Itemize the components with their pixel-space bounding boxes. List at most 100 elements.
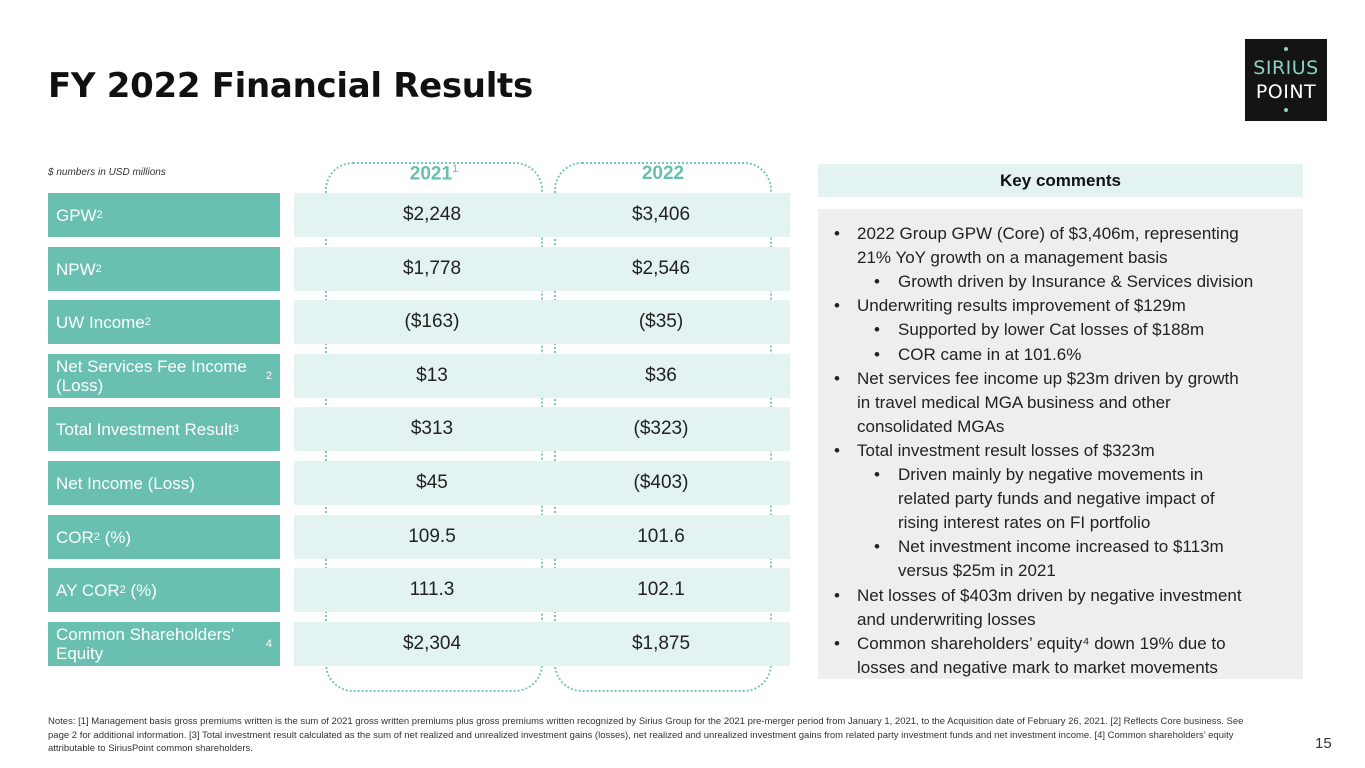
row-label-suffix: (%) xyxy=(125,580,157,600)
row-label: Total Investment Result 3 xyxy=(48,407,280,451)
value-2021: ($163) xyxy=(404,311,460,332)
row-band xyxy=(294,515,790,559)
row-label-text: NPW xyxy=(56,259,96,279)
column-header-2021-footnote: 1 xyxy=(452,163,459,175)
value-2021: $313 xyxy=(410,418,454,439)
row-band xyxy=(294,300,790,344)
value-2021: $2,248 xyxy=(402,204,462,225)
row-label-suffix: (%) xyxy=(99,527,132,547)
row-label-text: Net Income (Loss) xyxy=(56,473,195,493)
row-label-text: COR xyxy=(56,527,94,547)
value-2021: $45 xyxy=(416,472,448,493)
row-label-text: Net Services Fee Income (Loss) xyxy=(56,357,247,395)
value-2022: $36 xyxy=(645,365,677,386)
bullet-marker: • xyxy=(834,586,840,605)
key-comment-line: Net investment income increased to $113m xyxy=(898,537,1224,556)
key-comment-line: and underwriting losses xyxy=(857,610,1036,629)
row-label-footnote: 2 xyxy=(144,315,151,328)
key-comment-line: related party funds and negative impact … xyxy=(898,489,1215,508)
key-comments-panel xyxy=(818,209,1303,679)
key-comment-line: Common shareholders’ equity⁴ down 19% du… xyxy=(857,634,1226,653)
row-label: Net Income (Loss) xyxy=(48,461,280,505)
key-comment-line: Net services fee income up $23m driven b… xyxy=(857,369,1239,388)
key-comment-line: Net losses of $403m driven by negative i… xyxy=(857,586,1242,605)
row-label: NPW 2 xyxy=(48,247,280,291)
row-label: AY COR 2 (%) xyxy=(48,568,280,612)
row-band xyxy=(294,461,790,505)
row-label: UW Income 2 xyxy=(48,300,280,344)
key-comment-line: COR came in at 101.6% xyxy=(898,345,1082,364)
row-label-text: UW Income xyxy=(56,312,145,332)
value-2022: $2,546 xyxy=(631,258,691,279)
key-comment-line: Growth driven by Insurance & Services di… xyxy=(898,272,1254,291)
key-comment-line: consolidated MGAs xyxy=(857,417,1005,436)
row-label: Common Shareholders’ Equity 4 xyxy=(48,622,280,666)
value-2021: $13 xyxy=(416,365,448,386)
bullet-marker: • xyxy=(834,369,840,388)
value-2021: $2,304 xyxy=(402,633,462,654)
row-label-footnote: 2 xyxy=(265,369,272,382)
key-comment-line: versus $25m in 2021 xyxy=(898,561,1056,580)
column-header-2021-label: 2021 xyxy=(409,163,453,185)
row-label: GPW 2 xyxy=(48,193,280,237)
key-comment-line: in travel medical MGA business and other xyxy=(857,393,1171,412)
value-2022: ($403) xyxy=(633,472,689,493)
key-comment-line: 2022 Group GPW (Core) of $3,406m, repres… xyxy=(857,224,1239,243)
logo-dot-bottom xyxy=(1284,108,1288,112)
key-comment-line: Supported by lower Cat losses of $188m xyxy=(898,320,1205,339)
column-header-2022-label: 2022 xyxy=(641,163,685,184)
page-number: 15 xyxy=(1315,735,1332,752)
value-2022: $3,406 xyxy=(631,204,691,225)
row-band xyxy=(294,568,790,612)
row-label-text: Common Shareholders’ Equity xyxy=(56,625,234,663)
row-band xyxy=(294,407,790,451)
logo-line-1: SIRIUS xyxy=(1253,57,1319,79)
value-2022: 102.1 xyxy=(637,579,685,600)
row-label: Net Services Fee Income (Loss) 2 xyxy=(48,354,280,398)
bullet-marker: • xyxy=(874,320,880,339)
row-label-footnote: 3 xyxy=(232,422,239,435)
key-comments-heading: Key comments xyxy=(818,164,1303,197)
logo-line-2: POINT xyxy=(1255,81,1317,103)
column-header-2021: 20211 xyxy=(374,163,494,185)
value-2021: $1,778 xyxy=(402,258,462,279)
column-header-2022: 2022 xyxy=(603,163,723,185)
logo-dot-top xyxy=(1284,47,1288,51)
value-2022: $1,875 xyxy=(631,633,691,654)
row-band xyxy=(294,193,790,237)
bullet-marker: • xyxy=(874,272,880,291)
key-comment-line: rising interest rates on FI portfolio xyxy=(898,513,1151,532)
row-label-footnote: 2 xyxy=(93,530,100,543)
row-band xyxy=(294,354,790,398)
key-comment-line: 21% YoY growth on a management basis xyxy=(857,248,1168,267)
row-label-footnote: 2 xyxy=(95,262,102,275)
value-2022: 101.6 xyxy=(637,526,685,547)
bullet-marker: • xyxy=(834,224,840,243)
row-band xyxy=(294,247,790,291)
row-label-footnote: 2 xyxy=(96,208,103,221)
key-comment-line: Total investment result losses of $323m xyxy=(857,441,1155,460)
row-label-text: AY COR xyxy=(56,580,120,600)
row-label-text: Total Investment Result xyxy=(56,419,233,439)
units-note: $ numbers in USD millions xyxy=(48,167,166,178)
row-band xyxy=(294,622,790,666)
key-comment-line: Underwriting results improvement of $129… xyxy=(857,296,1186,315)
value-2021: 111.3 xyxy=(409,579,455,600)
row-label-footnote: 4 xyxy=(265,637,272,650)
bullet-marker: • xyxy=(834,634,840,653)
footnotes: Notes: [1] Management basis gross premiu… xyxy=(48,716,1244,754)
key-comment-line: losses and negative mark to market movem… xyxy=(857,658,1218,677)
bullet-marker: • xyxy=(874,465,880,484)
company-logo: SIRIUS POINT xyxy=(1245,39,1327,121)
page-title: FY 2022 Financial Results xyxy=(48,66,533,106)
key-comment-line: Driven mainly by negative movements in xyxy=(898,465,1204,484)
value-2021: 109.5 xyxy=(408,526,456,547)
value-2022: ($35) xyxy=(638,311,684,332)
value-2022: ($323) xyxy=(633,418,689,439)
bullet-marker: • xyxy=(834,296,840,315)
bullet-marker: • xyxy=(834,441,840,460)
bullet-marker: • xyxy=(874,345,880,364)
bullet-marker: • xyxy=(874,537,880,556)
row-label: COR 2 (%) xyxy=(48,515,280,559)
row-label-text: GPW xyxy=(56,205,97,225)
